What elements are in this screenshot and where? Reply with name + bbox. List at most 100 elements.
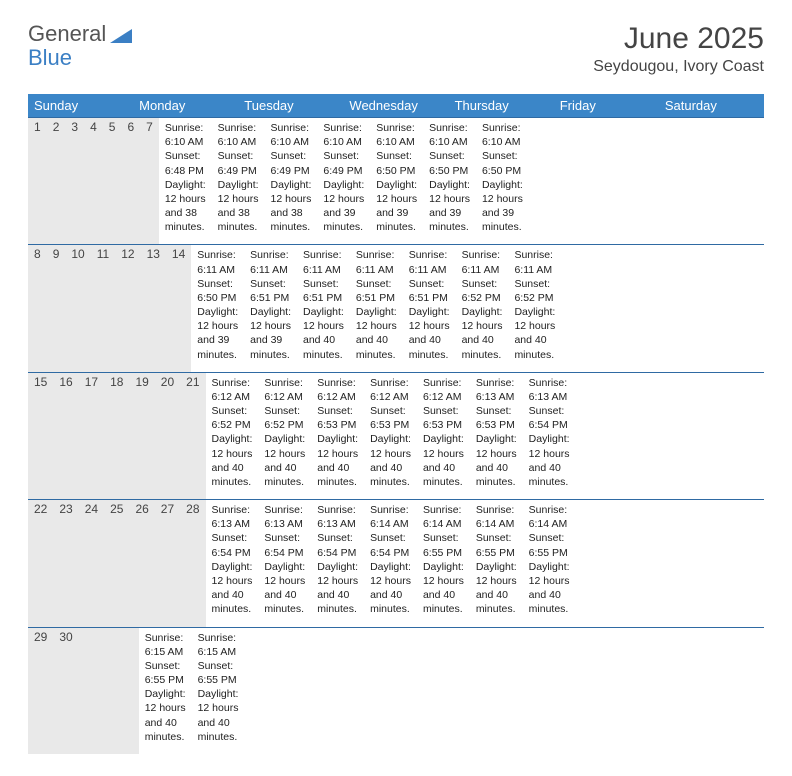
day2-text: and 40 minutes. (264, 461, 305, 489)
day-number: 5 (103, 118, 122, 244)
day1-text: Daylight: 12 hours (409, 305, 450, 333)
day-header: Sunday (28, 94, 133, 117)
day-number (115, 628, 127, 754)
day-header-row: Sunday Monday Tuesday Wednesday Thursday… (28, 94, 764, 117)
location-subtitle: Seydougou, Ivory Coast (593, 58, 764, 76)
day-header: Tuesday (238, 94, 343, 117)
cells-row: Sunrise: 6:13 AMSunset: 6:54 PMDaylight:… (206, 500, 576, 626)
day-number: 21 (180, 373, 205, 499)
sunrise-text: Sunrise: 6:11 AM (514, 248, 555, 276)
sunset-text: Sunset: 6:48 PM (165, 149, 206, 177)
sunset-text: Sunset: 6:52 PM (212, 404, 253, 432)
title-block: June 2025 Seydougou, Ivory Coast (593, 22, 764, 76)
sunset-text: Sunset: 6:54 PM (212, 531, 253, 559)
day-cell (292, 628, 304, 754)
sunset-text: Sunset: 6:55 PM (198, 659, 239, 687)
sunrise-text: Sunrise: 6:10 AM (482, 121, 523, 149)
day2-text: and 40 minutes. (212, 588, 253, 616)
sunset-text: Sunset: 6:50 PM (376, 149, 417, 177)
day2-text: and 40 minutes. (212, 461, 253, 489)
sunrise-text: Sunrise: 6:11 AM (462, 248, 503, 276)
sunrise-text: Sunrise: 6:10 AM (429, 121, 470, 149)
sunrise-text: Sunrise: 6:13 AM (476, 376, 517, 404)
week: 1234567Sunrise: 6:10 AMSunset: 6:48 PMDa… (28, 117, 764, 244)
sunset-text: Sunset: 6:50 PM (429, 149, 470, 177)
sunrise-text: Sunrise: 6:10 AM (271, 121, 312, 149)
sunrise-text: Sunrise: 6:13 AM (212, 503, 253, 531)
weeks-container: 1234567Sunrise: 6:10 AMSunset: 6:48 PMDa… (28, 117, 764, 754)
day-cell: Sunrise: 6:13 AMSunset: 6:54 PMDaylight:… (258, 500, 311, 626)
sunrise-text: Sunrise: 6:12 AM (423, 376, 464, 404)
page: General Blue June 2025 Seydougou, Ivory … (0, 0, 792, 776)
week: 891011121314Sunrise: 6:11 AMSunset: 6:50… (28, 244, 764, 371)
sunset-text: Sunset: 6:54 PM (264, 531, 305, 559)
sunrise-text: Sunrise: 6:10 AM (165, 121, 206, 149)
sunrise-text: Sunrise: 6:12 AM (264, 376, 305, 404)
day-number: 4 (84, 118, 103, 244)
day-number (103, 628, 115, 754)
sunrise-text: Sunrise: 6:15 AM (198, 631, 239, 659)
cells-row: Sunrise: 6:12 AMSunset: 6:52 PMDaylight:… (206, 373, 576, 499)
day1-text: Daylight: 12 hours (529, 560, 570, 588)
day1-text: Daylight: 12 hours (198, 687, 239, 715)
header: General Blue June 2025 Seydougou, Ivory … (28, 22, 764, 76)
day-cell: Sunrise: 6:14 AMSunset: 6:55 PMDaylight:… (470, 500, 523, 626)
day-cell: Sunrise: 6:14 AMSunset: 6:54 PMDaylight:… (364, 500, 417, 626)
sunrise-text: Sunrise: 6:11 AM (303, 248, 344, 276)
day2-text: and 40 minutes. (356, 333, 397, 361)
daynum-row: 2930 (28, 628, 139, 754)
logo-triangle-icon (110, 27, 132, 43)
day-number: 26 (129, 500, 154, 626)
day-cell: Sunrise: 6:14 AMSunset: 6:55 PMDaylight:… (417, 500, 470, 626)
day-cell: Sunrise: 6:11 AMSunset: 6:50 PMDaylight:… (191, 245, 244, 371)
day2-text: and 40 minutes. (145, 716, 186, 744)
day2-text: and 40 minutes. (476, 461, 517, 489)
cells-row: Sunrise: 6:11 AMSunset: 6:50 PMDaylight:… (191, 245, 561, 371)
sunrise-text: Sunrise: 6:11 AM (197, 248, 238, 276)
day-number (79, 628, 91, 754)
day-cell: Sunrise: 6:11 AMSunset: 6:52 PMDaylight:… (456, 245, 509, 371)
sunrise-text: Sunrise: 6:10 AM (323, 121, 364, 149)
day1-text: Daylight: 12 hours (376, 178, 417, 206)
day2-text: and 40 minutes. (409, 333, 450, 361)
sunrise-text: Sunrise: 6:12 AM (370, 376, 411, 404)
day-cell: Sunrise: 6:14 AMSunset: 6:55 PMDaylight:… (523, 500, 576, 626)
daynum-row: 15161718192021 (28, 373, 206, 499)
day2-text: and 40 minutes. (423, 461, 464, 489)
day1-text: Daylight: 12 hours (145, 687, 186, 715)
sunset-text: Sunset: 6:50 PM (197, 277, 238, 305)
day2-text: and 40 minutes. (317, 588, 358, 616)
sunrise-text: Sunrise: 6:10 AM (218, 121, 259, 149)
day-number: 10 (65, 245, 90, 371)
week: 22232425262728Sunrise: 6:13 AMSunset: 6:… (28, 499, 764, 626)
day1-text: Daylight: 12 hours (370, 560, 411, 588)
day2-text: and 40 minutes. (514, 333, 555, 361)
day-cell: Sunrise: 6:12 AMSunset: 6:53 PMDaylight:… (364, 373, 417, 499)
sunrise-text: Sunrise: 6:11 AM (409, 248, 450, 276)
day-cell: Sunrise: 6:10 AMSunset: 6:50 PMDaylight:… (423, 118, 476, 244)
day2-text: and 40 minutes. (423, 588, 464, 616)
sunset-text: Sunset: 6:53 PM (317, 404, 358, 432)
sunset-text: Sunset: 6:51 PM (303, 277, 344, 305)
sunrise-text: Sunrise: 6:12 AM (212, 376, 253, 404)
day1-text: Daylight: 12 hours (423, 560, 464, 588)
sunset-text: Sunset: 6:52 PM (462, 277, 503, 305)
day1-text: Daylight: 12 hours (514, 305, 555, 333)
day-cell: Sunrise: 6:13 AMSunset: 6:54 PMDaylight:… (311, 500, 364, 626)
day2-text: and 39 minutes. (429, 206, 470, 234)
day-number: 13 (141, 245, 166, 371)
day1-text: Daylight: 12 hours (303, 305, 344, 333)
sunset-text: Sunset: 6:55 PM (529, 531, 570, 559)
cells-row: Sunrise: 6:10 AMSunset: 6:48 PMDaylight:… (159, 118, 529, 244)
sunset-text: Sunset: 6:54 PM (317, 531, 358, 559)
day-number: 3 (65, 118, 84, 244)
sunset-text: Sunset: 6:53 PM (423, 404, 464, 432)
day-cell: Sunrise: 6:10 AMSunset: 6:49 PMDaylight:… (212, 118, 265, 244)
sunset-text: Sunset: 6:53 PM (476, 404, 517, 432)
sunset-text: Sunset: 6:49 PM (271, 149, 312, 177)
day-cell: Sunrise: 6:11 AMSunset: 6:51 PMDaylight:… (403, 245, 456, 371)
daynum-row: 1234567 (28, 118, 159, 244)
sunset-text: Sunset: 6:49 PM (323, 149, 364, 177)
day2-text: and 40 minutes. (264, 588, 305, 616)
day-cell: Sunrise: 6:10 AMSunset: 6:50 PMDaylight:… (370, 118, 423, 244)
